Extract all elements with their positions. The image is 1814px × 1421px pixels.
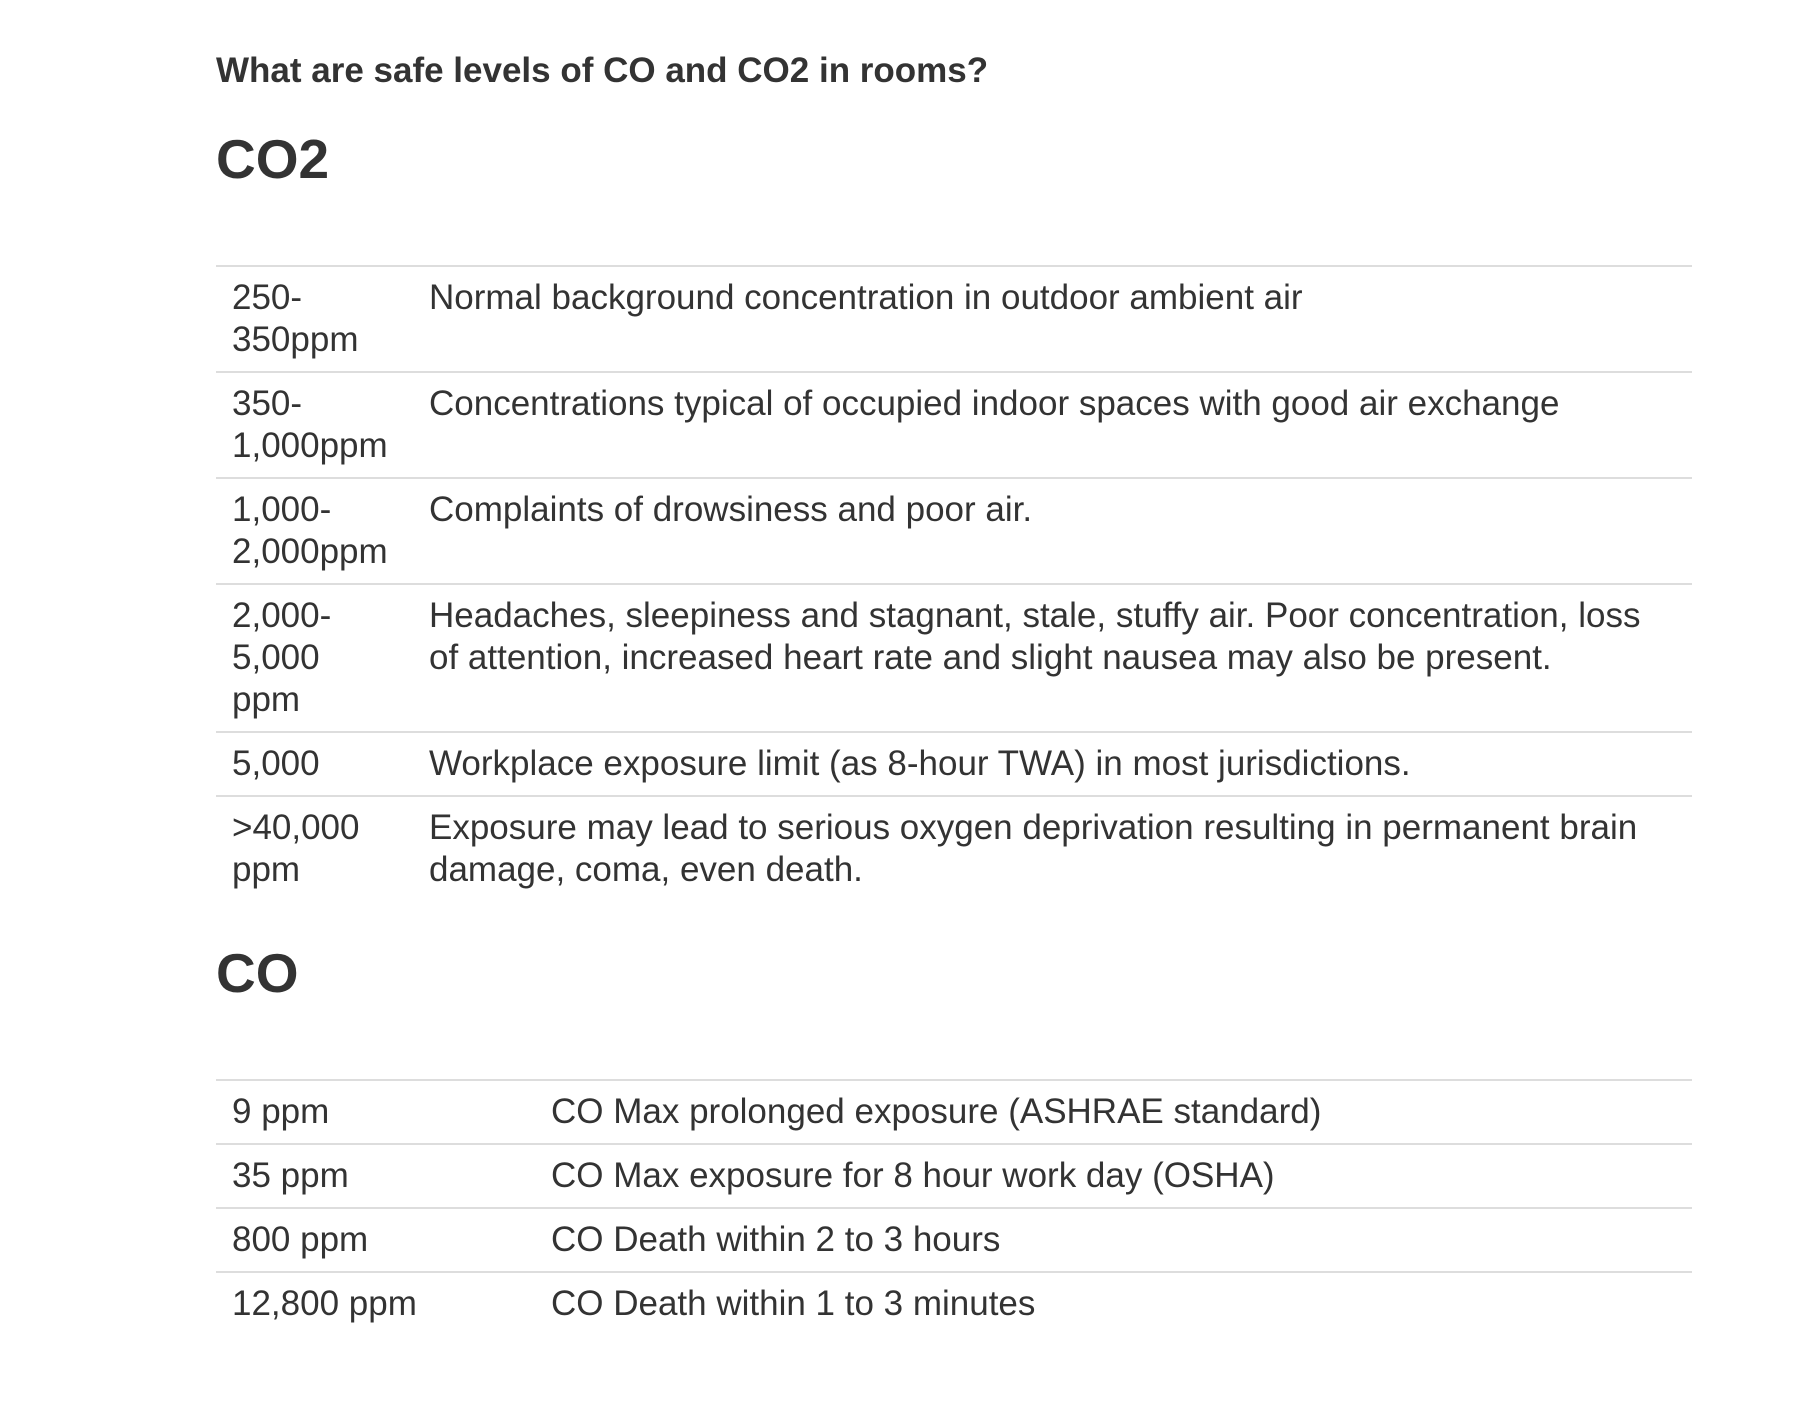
co-description: CO Death within 2 to 3 hours (551, 1220, 1001, 1259)
table-row: 800 ppm CO Death within 2 to 3 hours (216, 1207, 1692, 1272)
table-row: >40,000 ppm Exposure may lead to serious… (216, 795, 1692, 901)
co-description-cell: CO Death within 1 to 3 minutes (535, 1271, 1692, 1335)
co2-levels-table: 250- 350ppm Normal background concentrat… (216, 265, 1692, 901)
co2-description: Normal background concentration in outdo… (429, 278, 1303, 317)
co-level-cell: 35 ppm (216, 1143, 535, 1208)
table-row: 5,000 Workplace exposure limit (as 8-hou… (216, 731, 1692, 796)
co-description-cell: CO Max prolonged exposure (ASHRAE standa… (535, 1079, 1692, 1144)
co2-description: Headaches, sleepiness and stagnant, stal… (429, 596, 1641, 677)
co2-level-cell: 350- 1,000ppm (216, 371, 413, 478)
table-row: 250- 350ppm Normal background concentrat… (216, 265, 1692, 372)
co-level: 12,800 ppm (232, 1284, 417, 1323)
table-row: 9 ppm CO Max prolonged exposure (ASHRAE … (216, 1079, 1692, 1144)
co-description: CO Death within 1 to 3 minutes (551, 1284, 1036, 1323)
co2-level-cell: 5,000 (216, 731, 413, 796)
co-levels-table: 9 ppm CO Max prolonged exposure (ASHRAE … (216, 1079, 1692, 1335)
table-row: 12,800 ppm CO Death within 1 to 3 minute… (216, 1271, 1692, 1335)
co2-description-cell: Exposure may lead to serious oxygen depr… (413, 795, 1692, 901)
co2-level: >40,000 ppm (232, 808, 360, 889)
co2-table-body: 250- 350ppm Normal background concentrat… (216, 265, 1692, 901)
co-description-cell: CO Max exposure for 8 hour work day (OSH… (535, 1143, 1692, 1208)
co2-level: 1,000- 2,000ppm (232, 490, 388, 571)
co-level-cell: 12,800 ppm (216, 1271, 535, 1335)
co2-level: 250- 350ppm (232, 278, 359, 359)
co2-level: 5,000 (232, 744, 320, 783)
question-heading: What are safe levels of CO and CO2 in ro… (216, 51, 989, 90)
co2-level: 350- 1,000ppm (232, 384, 388, 465)
co2-description: Complaints of drowsiness and poor air. (429, 490, 1033, 529)
co2-description-cell: Headaches, sleepiness and stagnant, stal… (413, 583, 1692, 732)
co2-description-cell: Concentrations typical of occupied indoo… (413, 371, 1692, 478)
co2-description-cell: Workplace exposure limit (as 8-hour TWA)… (413, 731, 1692, 796)
co2-level-cell: 1,000- 2,000ppm (216, 477, 413, 584)
co-heading: CO (216, 942, 299, 1004)
co-table-body: 9 ppm CO Max prolonged exposure (ASHRAE … (216, 1079, 1692, 1335)
co-level-cell: 800 ppm (216, 1207, 535, 1272)
co2-level-cell: 2,000- 5,000 ppm (216, 583, 413, 732)
co2-level-cell: >40,000 ppm (216, 795, 413, 901)
co-description: CO Max prolonged exposure (ASHRAE standa… (551, 1092, 1322, 1131)
table-row: 2,000- 5,000 ppm Headaches, sleepiness a… (216, 583, 1692, 732)
co-description-cell: CO Death within 2 to 3 hours (535, 1207, 1692, 1272)
table-row: 350- 1,000ppm Concentrations typical of … (216, 371, 1692, 478)
co2-level: 2,000- 5,000 ppm (232, 596, 332, 719)
co-description: CO Max exposure for 8 hour work day (OSH… (551, 1156, 1275, 1195)
co-level: 9 ppm (232, 1092, 330, 1131)
co-level-cell: 9 ppm (216, 1079, 535, 1144)
co2-level-cell: 250- 350ppm (216, 265, 413, 372)
co2-description: Exposure may lead to serious oxygen depr… (429, 808, 1638, 889)
co2-description-cell: Normal background concentration in outdo… (413, 265, 1692, 372)
co2-description: Concentrations typical of occupied indoo… (429, 384, 1560, 423)
co2-description: Workplace exposure limit (as 8-hour TWA)… (429, 744, 1411, 783)
co-level: 35 ppm (232, 1156, 349, 1195)
co-level: 800 ppm (232, 1220, 369, 1259)
co2-description-cell: Complaints of drowsiness and poor air. (413, 477, 1692, 584)
co2-heading: CO2 (216, 128, 330, 190)
table-row: 35 ppm CO Max exposure for 8 hour work d… (216, 1143, 1692, 1208)
table-row: 1,000- 2,000ppm Complaints of drowsiness… (216, 477, 1692, 584)
